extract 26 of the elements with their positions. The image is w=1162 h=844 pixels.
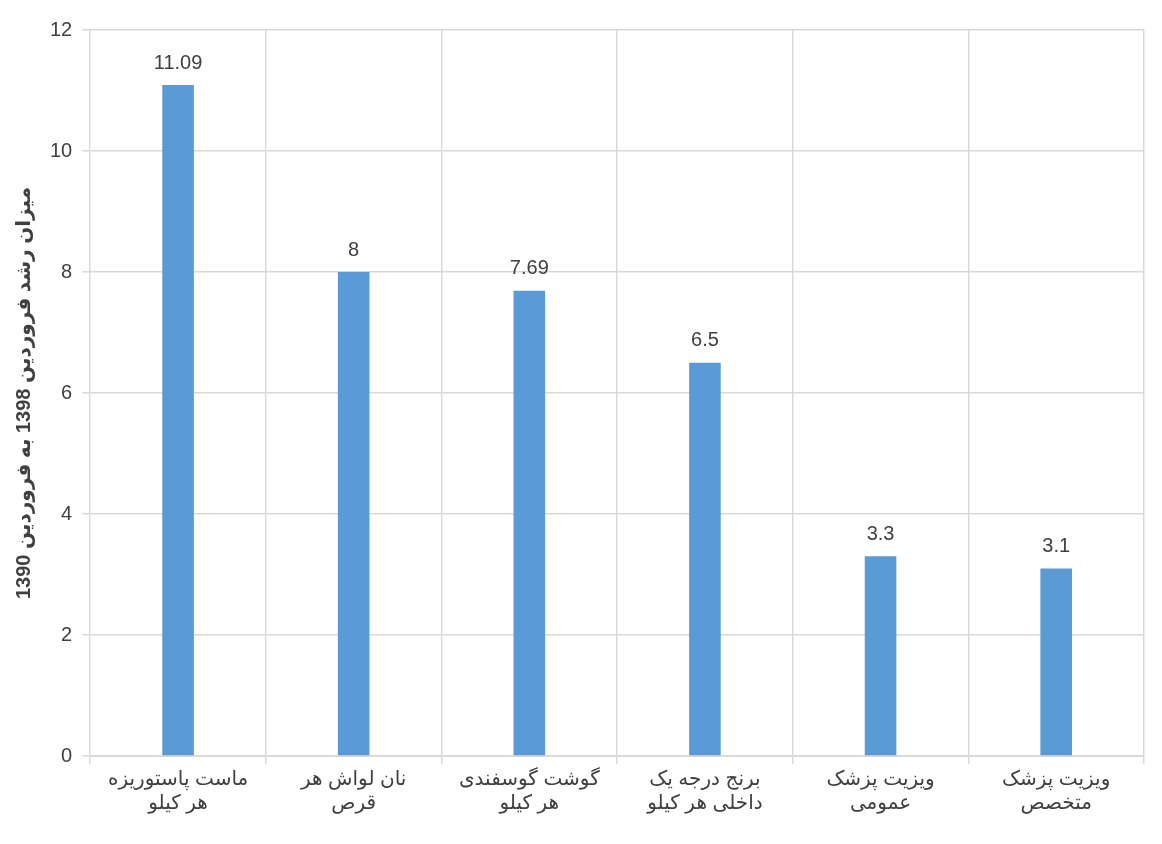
data-label: 3.3 [866, 521, 895, 544]
x-tick-label: نان لواش هر قرص [299, 766, 407, 814]
data-label: 11.09 [153, 50, 203, 73]
data-label: 8 [348, 237, 360, 260]
bar [337, 272, 370, 756]
x-tick-label: ویزیت پزشک متخصص [1002, 766, 1111, 814]
bar [162, 85, 194, 756]
y-axis-title: میزان رشد فروردین 1398 به فروردین 1390 [11, 186, 35, 600]
y-tick-label: 6 [61, 380, 73, 403]
bar [1040, 568, 1072, 756]
data-label: 6.5 [691, 328, 719, 351]
data-label: 3.1 [1042, 533, 1071, 556]
y-tick-label: 4 [61, 501, 73, 524]
bar [513, 290, 546, 756]
x-tick-label: برنج درجه یک داخلی هر کیلو [646, 766, 763, 814]
y-tick-label: 8 [61, 259, 73, 282]
x-tick-label: گوشت گوسفندی هر کیلو [458, 766, 601, 814]
x-tick-label: ماست پاستوریزه هر کیلو [107, 766, 249, 814]
y-tick-label: 12 [50, 17, 73, 40]
bar [864, 556, 897, 756]
y-tick-label: 0 [61, 743, 73, 766]
data-label: 7.69 [509, 256, 549, 279]
x-tick-label: ویزیت پزشک عمومی [826, 766, 935, 814]
bar [689, 362, 721, 756]
y-tick-label: 2 [61, 622, 73, 645]
y-tick-label: 10 [50, 138, 73, 161]
